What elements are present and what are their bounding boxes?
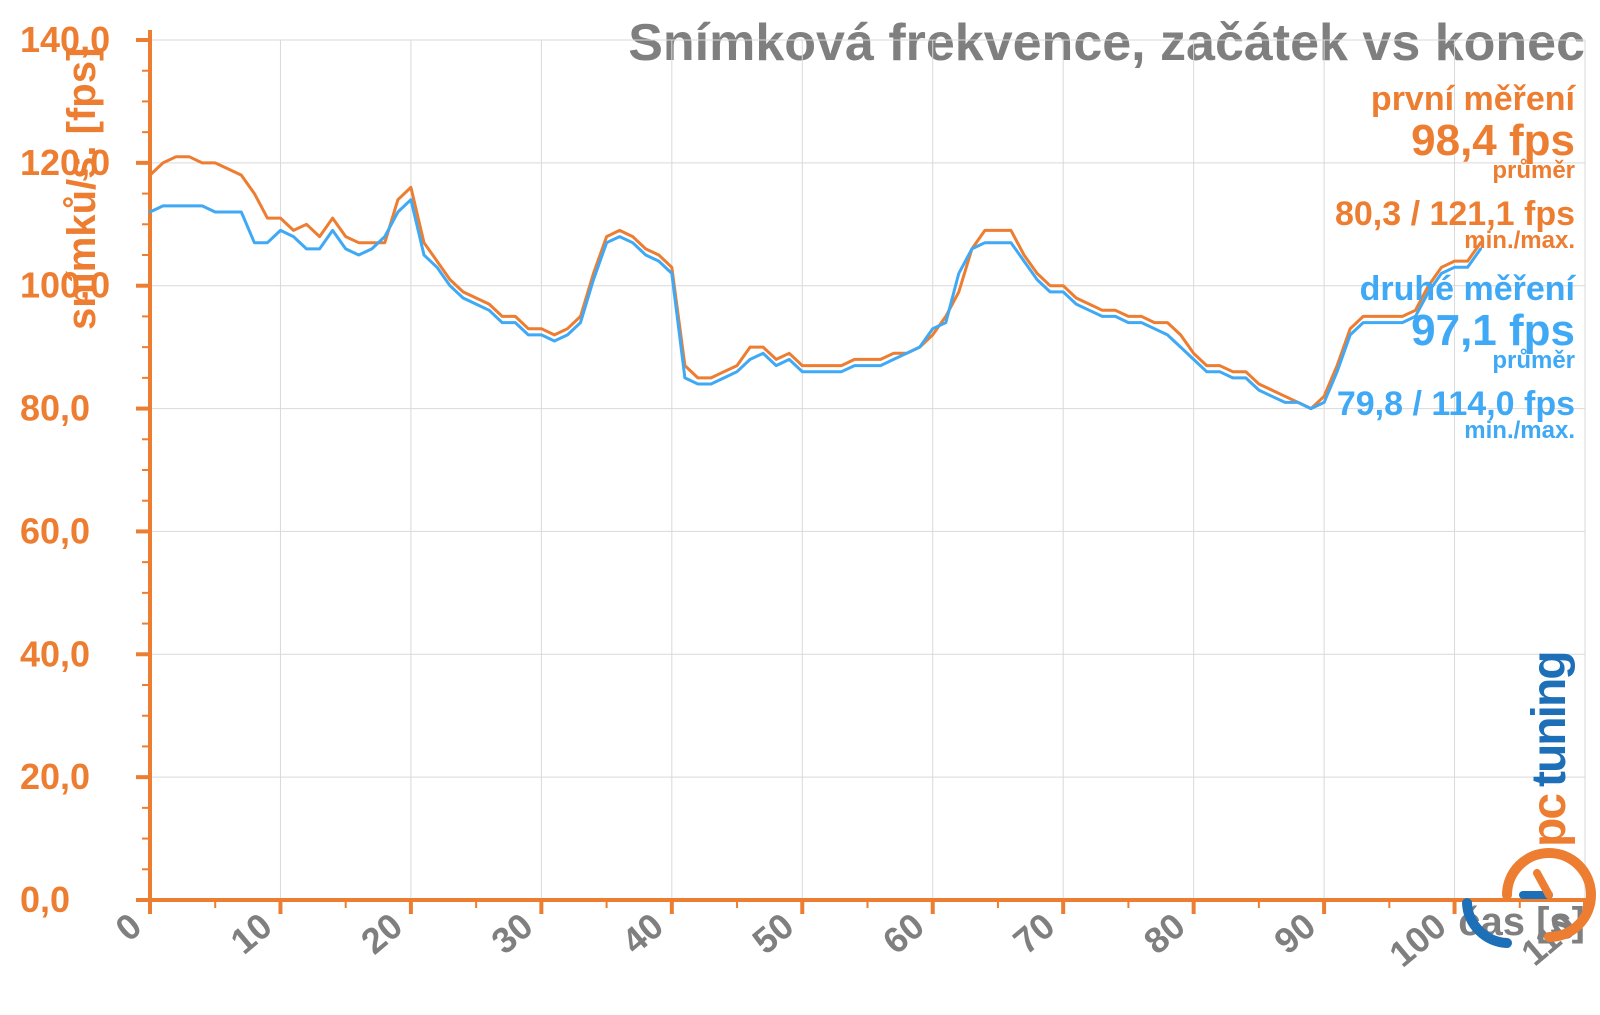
- chart-container: Snímková frekvence, začátek vs konec 0,0…: [0, 0, 1600, 1015]
- legend-s2-avg-label: průměr: [1492, 347, 1575, 374]
- y-tick-label: 80,0: [20, 388, 90, 429]
- series-line-2: [150, 200, 1481, 409]
- x-tick-label: 90: [1266, 905, 1323, 962]
- x-tick-label: 0: [107, 905, 149, 949]
- x-tick-label: 80: [1136, 905, 1193, 962]
- logo-text-pc: pc: [1523, 794, 1576, 847]
- legend-s2-minmax-label: min./max.: [1464, 417, 1575, 444]
- x-tick-label: 60: [875, 905, 932, 962]
- legend-s2-title: druhé měření: [1360, 270, 1577, 308]
- chart-title: Snímková frekvence, začátek vs konec: [628, 14, 1585, 72]
- plot-area: 0,020,040,060,080,0100,0120,0140,0010203…: [20, 19, 1590, 975]
- svg-text:30: 30: [483, 905, 540, 962]
- y-tick-label: 20,0: [20, 756, 90, 797]
- x-tick-label: 70: [1005, 905, 1062, 962]
- svg-text:40: 40: [614, 905, 671, 962]
- svg-text:70: 70: [1005, 905, 1062, 962]
- legend-s1-minmax-label: min./max.: [1464, 227, 1575, 254]
- svg-text:80,0: 80,0: [20, 388, 90, 429]
- svg-text:60: 60: [875, 905, 932, 962]
- y-axis-label: snímků/s. [fps]: [60, 48, 104, 330]
- x-tick-label: 30: [483, 905, 540, 962]
- svg-text:60,0: 60,0: [20, 510, 90, 551]
- y-tick-label: 60,0: [20, 510, 90, 551]
- x-tick-label: 10: [223, 905, 280, 962]
- x-tick-label: 40: [614, 905, 671, 962]
- y-tick-label: 40,0: [20, 633, 90, 674]
- svg-text:0: 0: [107, 905, 149, 949]
- legend-s1-title: první měření: [1371, 80, 1577, 118]
- legend-s1-avg-label: průměr: [1492, 157, 1575, 184]
- x-tick-label: 50: [744, 905, 801, 962]
- chart-svg: Snímková frekvence, začátek vs konec 0,0…: [0, 0, 1600, 1015]
- svg-text:50: 50: [744, 905, 801, 962]
- svg-text:10: 10: [223, 905, 280, 962]
- x-tick-label: 20: [353, 905, 410, 962]
- y-tick-label: 0,0: [20, 879, 70, 920]
- svg-text:20,0: 20,0: [20, 756, 90, 797]
- svg-text:90: 90: [1266, 905, 1323, 962]
- svg-text:20: 20: [353, 905, 410, 962]
- svg-text:40,0: 40,0: [20, 633, 90, 674]
- svg-text:0,0: 0,0: [20, 879, 70, 920]
- logo-text-tuning: tuning: [1523, 652, 1576, 787]
- svg-text:100: 100: [1381, 905, 1453, 975]
- svg-text:80: 80: [1136, 905, 1193, 962]
- x-tick-label: 100: [1381, 905, 1453, 975]
